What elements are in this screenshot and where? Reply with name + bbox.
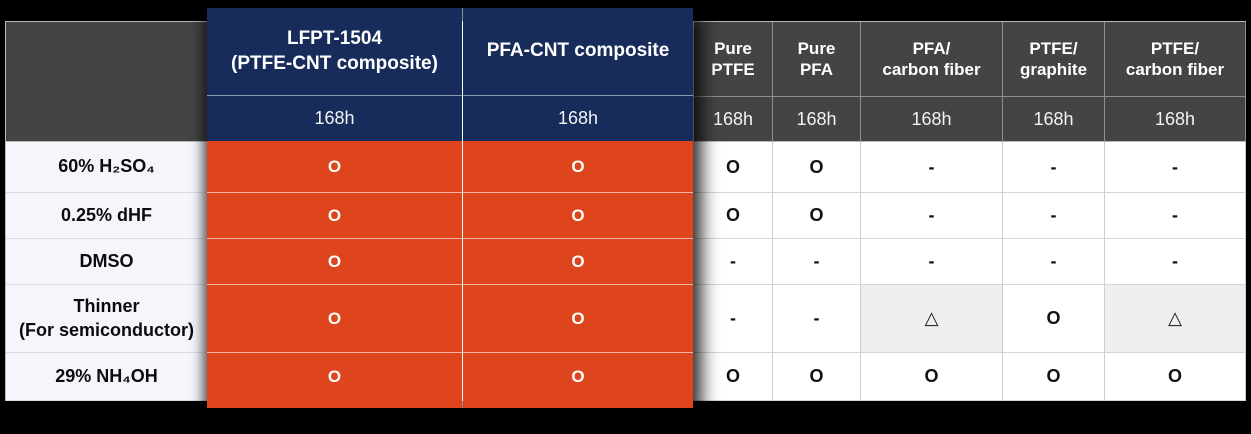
duration-cell: 168h [694,97,773,142]
row-label-h2so4: 60% H₂SO₄ [6,142,208,193]
highlight-column-pfa-cnt: PFA-CNT composite 168h O O O O O [462,8,693,408]
result-cell: - [861,142,1003,193]
result-cell: - [1003,239,1105,285]
result-cell-highlight: O [207,141,462,192]
duration-cell: 168h [463,96,693,141]
corner-cell [6,22,208,142]
column-header-pfa-cnt: PFA-CNT composite [463,8,693,96]
result-cell: O [773,353,861,401]
result-cell-highlight: O [207,284,462,352]
result-cell: - [1105,142,1246,193]
row-label-dmso: DMSO [6,239,208,285]
result-cell: - [1105,239,1246,285]
result-cell: - [773,285,861,353]
result-cell-shaded: △ [1105,285,1246,353]
column-header-lfpt-1504: LFPT-1504 (PTFE-CNT composite) [207,8,462,96]
result-cell: - [694,239,773,285]
result-cell: O [773,193,861,239]
row-label-nh4oh: 29% NH₄OH [6,353,208,401]
column-header-ptfe-carbon-fiber: PTFE/ carbon fiber [1105,22,1246,97]
duration-cell: 168h [773,97,861,142]
result-cell: O [1003,353,1105,401]
overlay-bottom-fill [463,400,693,408]
duration-cell: 168h [207,96,462,141]
result-cell-highlight: O [463,141,693,192]
result-cell: - [1003,142,1105,193]
result-cell-highlight: O [463,352,693,400]
row-label-thinner: Thinner (For semiconductor) [6,285,208,353]
duration-cell: 168h [1105,97,1246,142]
result-cell: O [1003,285,1105,353]
overlay-bottom-fill [207,400,462,408]
result-cell-highlight: O [207,238,462,284]
result-cell: - [1003,193,1105,239]
row-label-dhf: 0.25% dHF [6,193,208,239]
column-header-pfa-carbon-fiber: PFA/ carbon fiber [861,22,1003,97]
result-cell: O [1105,353,1246,401]
duration-cell: 168h [1003,97,1105,142]
result-cell: - [694,285,773,353]
result-cell: O [694,142,773,193]
result-cell-highlight: O [207,352,462,400]
column-header-ptfe-graphite: PTFE/ graphite [1003,22,1105,97]
result-cell: O [861,353,1003,401]
result-cell: - [861,193,1003,239]
result-cell: O [694,193,773,239]
duration-cell: 168h [861,97,1003,142]
result-cell: O [773,142,861,193]
highlight-column-lfpt-1504: LFPT-1504 (PTFE-CNT composite) 168h O O … [207,8,462,408]
result-cell-highlight: O [463,238,693,284]
highlighted-columns-overlay: LFPT-1504 (PTFE-CNT composite) 168h O O … [207,8,693,408]
result-cell-highlight: O [463,192,693,238]
column-header-pure-ptfe: Pure PTFE [694,22,773,97]
result-cell-highlight: O [207,192,462,238]
column-header-pure-pfa: Pure PFA [773,22,861,97]
result-cell: O [694,353,773,401]
result-cell-highlight: O [463,284,693,352]
result-cell: - [861,239,1003,285]
result-cell-shaded: △ [861,285,1003,353]
result-cell: - [773,239,861,285]
result-cell: - [1105,193,1246,239]
